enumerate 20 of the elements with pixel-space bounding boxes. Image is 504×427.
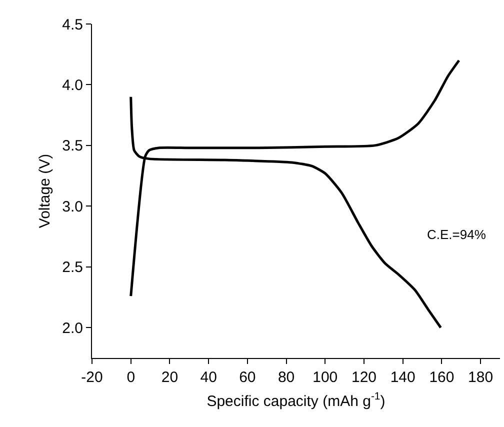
x-axis-title: Specific capacity (mAh g$^{-1}$) <box>206 390 386 410</box>
y-tick-label: 3.0 <box>62 198 83 216</box>
x-tick-label: 80 <box>278 369 295 386</box>
y-tick-label: 3.5 <box>62 138 83 155</box>
x-tick-label: 160 <box>429 369 454 386</box>
y-tick-label: 4.5 <box>62 16 83 34</box>
x-tick-label: 100 <box>312 369 338 386</box>
y-axis-title: Voltage (V) <box>36 154 54 228</box>
x-tick-label: 180 <box>468 369 494 386</box>
x-tick-label: 40 <box>200 369 217 386</box>
annotation: C.E.=94% <box>427 227 486 242</box>
y-tick-label: 4.0 <box>62 76 83 94</box>
x-tick-label: 0 <box>126 369 136 386</box>
x-tick-label: 20 <box>161 369 178 386</box>
x-tick-label: 140 <box>390 369 416 386</box>
x-tick-label: 60 <box>239 369 256 386</box>
x-tick-label: 120 <box>351 369 377 386</box>
x-tick-label: -20 <box>81 369 103 386</box>
y-tick-label: 2.0 <box>62 320 83 337</box>
y-tick-label: 2.5 <box>62 259 83 276</box>
